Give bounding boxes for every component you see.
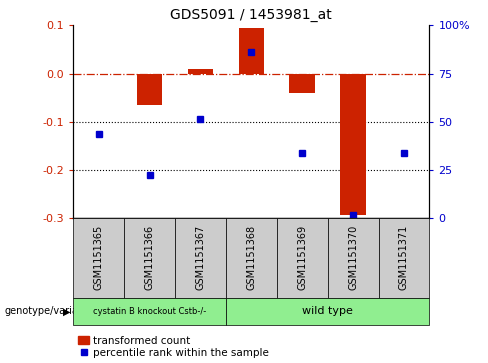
Bar [239,28,264,73]
Bar [137,73,163,105]
Text: wild type: wild type [302,306,353,316]
Text: GSM1151369: GSM1151369 [297,225,307,290]
Bar [341,73,366,215]
Text: GSM1151371: GSM1151371 [399,225,409,290]
Title: GDS5091 / 1453981_at: GDS5091 / 1453981_at [170,8,332,22]
Text: ▶: ▶ [63,306,71,316]
Text: GSM1151367: GSM1151367 [195,225,205,290]
Text: GSM1151365: GSM1151365 [94,225,103,290]
Legend: transformed count, percentile rank within the sample: transformed count, percentile rank withi… [79,336,269,358]
Text: GSM1151368: GSM1151368 [246,225,256,290]
Bar [289,73,315,93]
Text: cystatin B knockout Cstb-/-: cystatin B knockout Cstb-/- [93,307,206,316]
Bar [188,69,213,73]
Text: GSM1151370: GSM1151370 [348,225,358,290]
Text: GSM1151366: GSM1151366 [144,225,155,290]
Text: genotype/variation: genotype/variation [5,306,98,316]
